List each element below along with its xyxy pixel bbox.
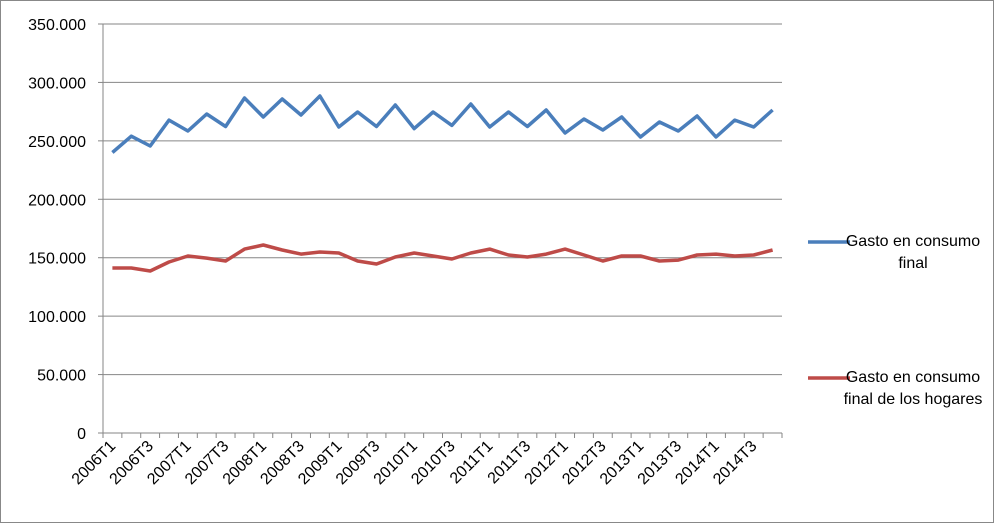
legend-label: Gasto en consumo final <box>845 233 981 272</box>
y-tick-label: 100.000 <box>28 309 86 326</box>
y-tick-label: 150.000 <box>28 251 86 268</box>
y-tick-label: 250.000 <box>28 134 86 151</box>
y-tick-label: 350.000 <box>28 17 86 34</box>
y-tick-label: 0 <box>77 426 86 443</box>
legend-label: Gasto en consumo final de los hogares <box>843 369 983 408</box>
series-line <box>111 94 774 154</box>
series-line <box>112 243 774 273</box>
y-tick-label: 300.000 <box>28 75 86 92</box>
y-tick-label: 200.000 <box>28 192 86 209</box>
y-tick-label: 50.000 <box>37 368 86 385</box>
